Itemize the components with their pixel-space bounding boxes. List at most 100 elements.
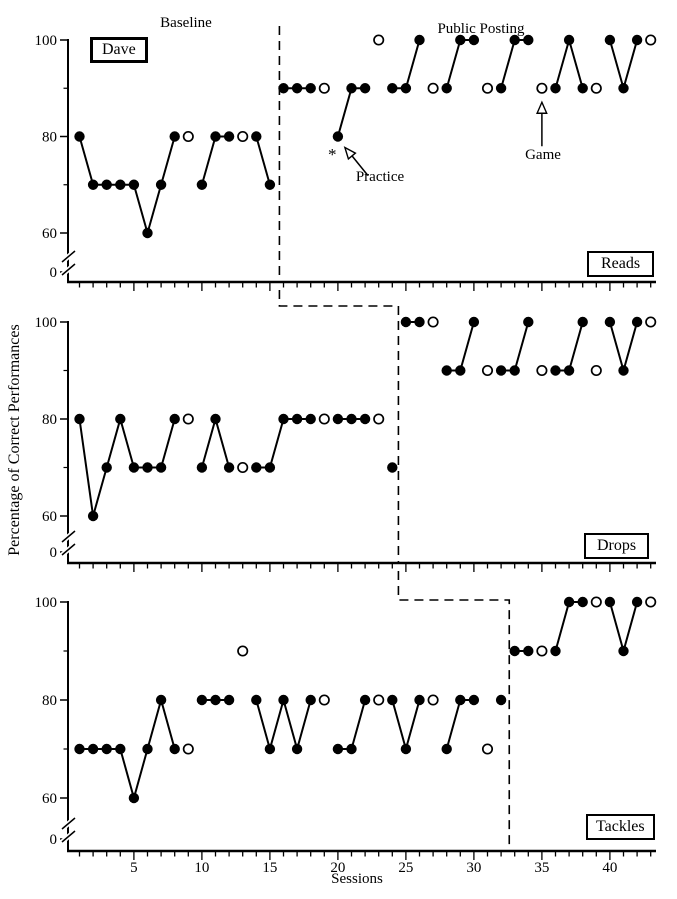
- data-point-game-open: [481, 743, 494, 755]
- data-point-practice-filled: [400, 316, 412, 328]
- axis-break-mark: [61, 543, 76, 556]
- data-point-practice-filled: [155, 179, 167, 190]
- data-point-practice-filled: [577, 83, 588, 94]
- data-point-practice-filled: [550, 645, 561, 657]
- x-tick-label: 20: [330, 860, 345, 876]
- axis-break-mark: [61, 263, 76, 276]
- data-point-game-open: [318, 82, 330, 94]
- data-point-practice-filled: [155, 462, 167, 473]
- data-point-practice-filled: [278, 413, 289, 425]
- data-point-practice-filled: [468, 34, 480, 46]
- x-tick-label: 25: [398, 860, 413, 876]
- panel-reads: 100 80 60 0: [35, 33, 657, 291]
- data-point-practice-filled: [604, 596, 616, 608]
- data-point-practice-filled: [115, 179, 126, 190]
- data-point-practice-filled: [495, 365, 507, 376]
- data-point-game-open: [182, 130, 194, 143]
- data-point-practice-filled: [523, 645, 534, 657]
- data-line: [445, 39, 474, 89]
- data-point-game-open: [536, 82, 548, 94]
- data-point-practice-filled: [604, 34, 616, 46]
- practice-arrow: [343, 146, 369, 176]
- panel-tackles: 100 80 60 0: [35, 595, 657, 860]
- data-point-practice-filled: [618, 365, 629, 376]
- data-line: [446, 321, 475, 372]
- data-point-practice-filled: [87, 743, 99, 755]
- subject-name-box: Dave: [90, 37, 148, 64]
- y-zero-label: 0: [50, 545, 58, 561]
- data-point-practice-filled: [495, 694, 507, 706]
- data-point-game-open: [536, 364, 548, 377]
- data-point-practice-filled: [223, 694, 235, 706]
- y-tick-label: 80: [42, 130, 57, 146]
- data-point-practice-filled: [441, 83, 452, 94]
- y-tick-label: 80: [42, 412, 57, 428]
- y-tick-label: 100: [35, 33, 58, 49]
- y-zero-label: 0: [50, 832, 58, 848]
- x-tick-label: 40: [602, 860, 617, 876]
- data-point-practice-filled: [523, 34, 534, 46]
- data-point-game-open: [645, 316, 657, 328]
- data-point-practice-filled: [196, 462, 208, 473]
- data-point-game-open: [318, 413, 330, 425]
- data-line: [501, 321, 530, 372]
- data-line: [554, 601, 583, 652]
- data-point-practice-filled: [509, 34, 520, 46]
- data-point-practice-filled: [414, 694, 425, 706]
- data-point-practice-filled: [455, 365, 466, 376]
- data-line: [337, 699, 367, 750]
- data-point-practice-filled: [101, 462, 112, 473]
- panel-label-reads: Reads: [587, 251, 655, 278]
- data-line: [608, 39, 639, 92]
- phase-change-dashed-line: [278, 26, 511, 851]
- data-point-practice-filled: [251, 694, 262, 706]
- data-point-practice-filled: [346, 83, 357, 94]
- data-point-game-open: [536, 645, 548, 657]
- data-point-practice-filled: [223, 131, 235, 142]
- y-tick-label: 100: [35, 315, 58, 331]
- practice-annotation-label: Practice: [355, 169, 405, 185]
- y-axis-title: Percentage of Correct Performances: [6, 324, 23, 556]
- data-point-practice-filled: [264, 743, 276, 755]
- data-point-practice-filled: [169, 413, 180, 425]
- data-point-practice-filled: [87, 179, 99, 190]
- data-point-practice-filled: [251, 462, 262, 473]
- data-point-practice-filled: [577, 596, 588, 608]
- data-point-practice-filled: [196, 694, 208, 706]
- data-point-practice-filled: [74, 413, 85, 425]
- data-point-practice-filled: [264, 462, 276, 473]
- data-point-practice-filled: [142, 462, 153, 473]
- data-point-practice-filled: [618, 645, 629, 657]
- data-point-game-open: [481, 364, 494, 377]
- data-point-game-open: [237, 461, 249, 474]
- data-line: [608, 321, 639, 375]
- data-line: [255, 696, 312, 753]
- data-line: [336, 87, 366, 137]
- data-point-game-open: [481, 82, 494, 94]
- data-line: [500, 39, 529, 89]
- data-point-game-open: [373, 413, 385, 425]
- data-point-game-open: [373, 34, 385, 46]
- data-point-practice-filled: [305, 413, 316, 425]
- data-point-practice-filled: [441, 743, 452, 755]
- data-point-game-open: [590, 82, 602, 94]
- data-point-game-open: [590, 596, 602, 608]
- data-point-practice-filled: [155, 694, 167, 706]
- data-point-game-open: [237, 645, 249, 657]
- data-point-practice-filled: [387, 694, 398, 706]
- panel-drops: 100 80 60 0: [35, 315, 657, 572]
- data-point-practice-filled: [305, 694, 316, 706]
- axis-break-mark: [61, 250, 76, 263]
- data-point-game-open: [182, 413, 194, 425]
- data-point-practice-filled: [128, 462, 140, 473]
- data-line: [200, 135, 230, 186]
- data-point-practice-filled: [251, 131, 262, 142]
- data-point-practice-filled: [414, 316, 425, 328]
- data-point-practice-filled: [387, 462, 398, 473]
- data-point-practice-filled: [332, 743, 344, 755]
- data-point-practice-filled: [604, 316, 616, 328]
- data-point-practice-filled: [631, 596, 643, 608]
- data-point-practice-filled: [359, 413, 371, 425]
- x-tick-label: 30: [466, 860, 481, 876]
